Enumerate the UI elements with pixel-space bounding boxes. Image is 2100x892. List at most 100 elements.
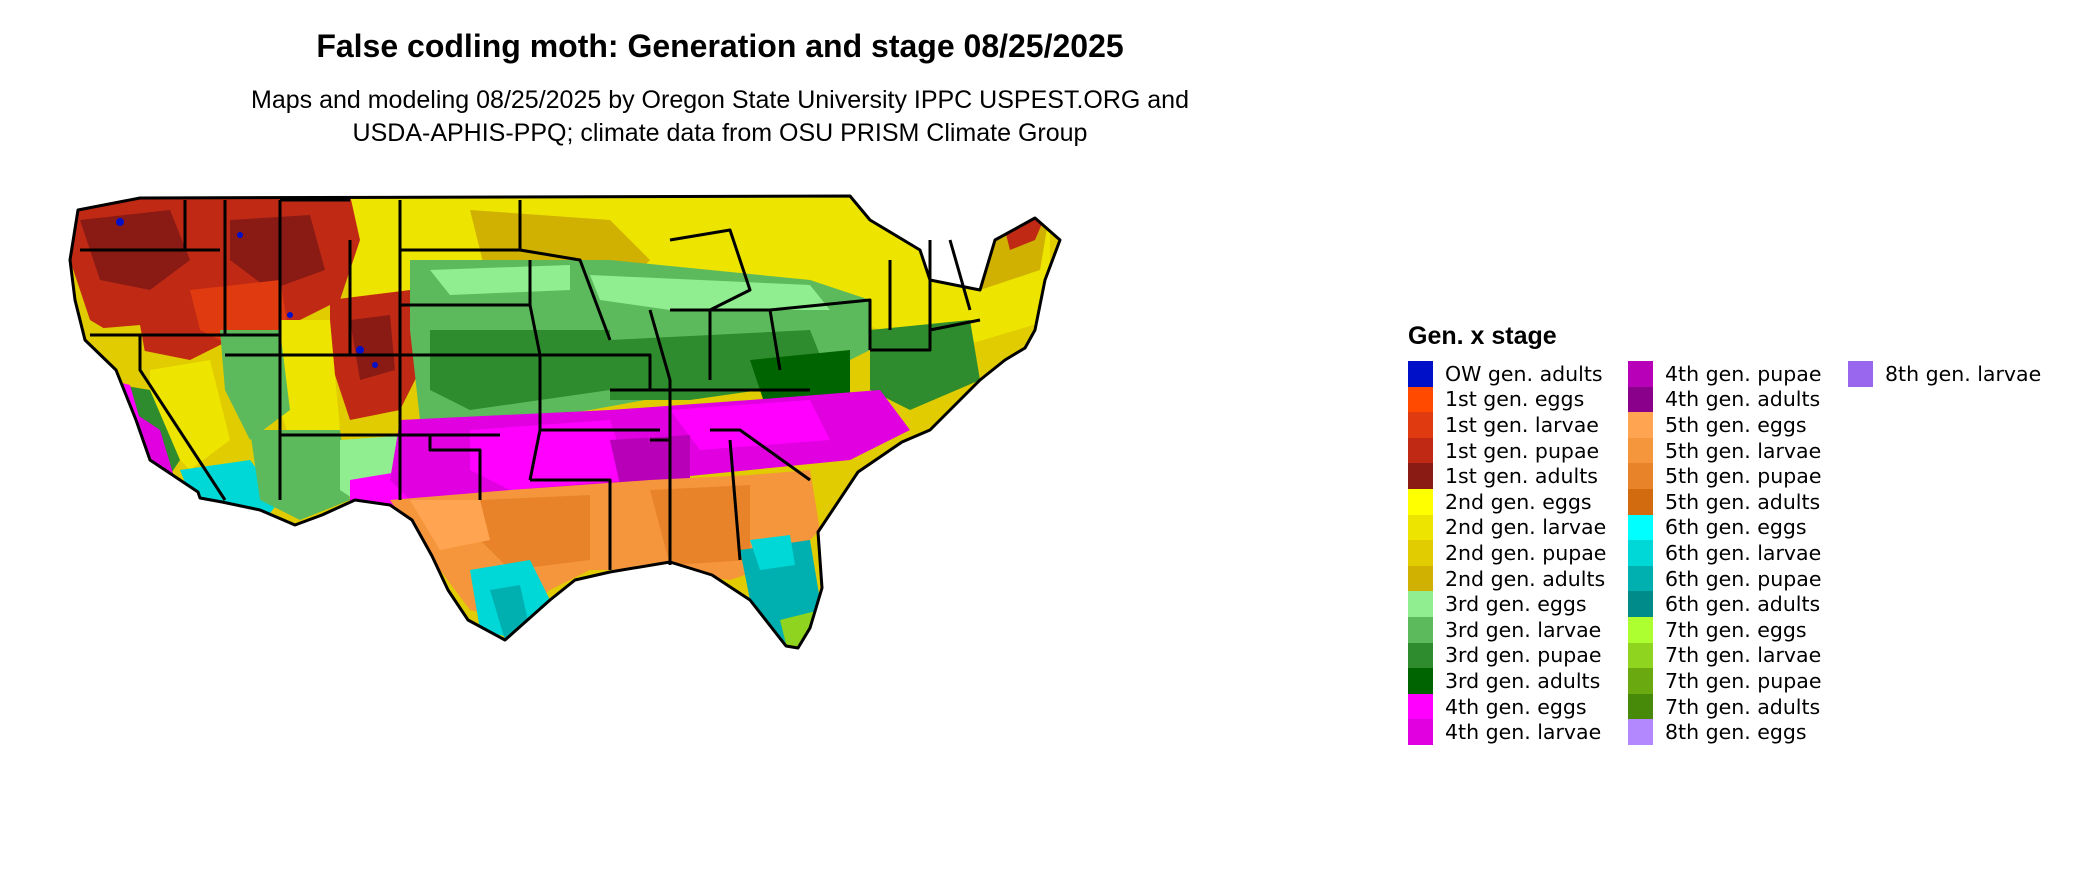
legend-label: 7th gen. eggs [1665,617,1807,642]
legend-swatch [1628,642,1653,669]
state-borders [68,194,1062,650]
legend-item: 2nd gen. adults [1408,565,1628,592]
legend-swatch [1628,693,1653,720]
legend-item: 4th gen. adults [1628,386,1848,413]
legend-label: 7th gen. pupae [1665,668,1822,693]
legend-swatch [1408,386,1433,413]
legend-item: 7th gen. pupae [1628,668,1848,694]
legend-swatch [1408,642,1433,669]
legend-swatch [1408,693,1433,720]
legend-item: 4th gen. pupae [1628,361,1848,387]
legend-label: 1st gen. pupae [1445,438,1600,463]
legend-label: 5th gen. pupae [1665,464,1822,489]
legend-label: 6th gen. eggs [1665,515,1807,540]
legend-item: 5th gen. pupae [1628,463,1848,489]
legend-item: 3rd gen. adults [1408,668,1628,694]
legend-label: 3rd gen. eggs [1445,592,1587,617]
legend-column: 4th gen. pupae 4th gen. adults 5th gen. eg… [1628,361,1848,745]
legend-label: 2nd gen. adults [1445,566,1606,591]
legend-item: 8th gen. larvae [1848,361,2068,387]
subtitle-line-2: USDA-APHIS-PPQ; climate data from OSU PR… [352,119,1088,147]
legend-item: 7th gen. adults [1628,693,1848,720]
legend-label: 2nd gen. pupae [1445,540,1607,565]
legend-swatch [1628,361,1653,387]
legend-swatch [1628,386,1653,413]
legend-label: 2nd gen. eggs [1445,489,1592,514]
legend-column: OW gen. adults 1st gen. eggs 1st gen. larv… [1408,361,1628,745]
legend-swatch [1408,361,1433,387]
legend-swatch [1408,591,1433,617]
legend-swatch [1628,591,1653,617]
legend: Gen. x stage OW gen. adults 1st gen. eggs… [1408,322,2068,745]
legend-item: 3rd gen. larvae [1408,616,1628,643]
legend-swatch [1408,540,1433,566]
legend-label: 8th gen. eggs [1665,720,1807,745]
legend-label: 4th gen. eggs [1445,694,1587,719]
legend-column: 8th gen. larvae [1848,361,2068,745]
legend-columns: OW gen. adults 1st gen. eggs 1st gen. larv… [1408,361,2068,745]
legend-label: 6th gen. adults [1665,592,1821,617]
phenology-zones [70,196,1060,648]
legend-item: 1st gen. adults [1408,463,1628,489]
legend-item: 7th gen. eggs [1628,616,1848,643]
legend-swatch [1848,361,1873,387]
legend-swatch [1408,565,1433,592]
legend-item: 1st gen. pupae [1408,437,1628,464]
legend-swatch [1408,463,1433,489]
legend-swatch [1408,514,1433,541]
legend-item: 2nd gen. eggs [1408,488,1628,515]
legend-label: 1st gen. adults [1445,464,1598,489]
legend-swatch [1408,668,1433,694]
legend-swatch [1628,437,1653,464]
legend-label: 6th gen. larvae [1665,540,1822,565]
legend-item: 1st gen. eggs [1408,386,1628,413]
legend-item: 3rd gen. eggs [1408,591,1628,617]
legend-label: 2nd gen. larvae [1445,515,1607,540]
legend-swatch [1628,565,1653,592]
legend-swatch [1408,719,1433,745]
map-title: False codling moth: Generation and stage… [316,28,1124,64]
subtitle-line-1: Maps and modeling 08/25/2025 by Oregon S… [251,86,1189,114]
legend-label: 4th gen. larvae [1445,720,1602,745]
legend-item: 4th gen. larvae [1408,719,1628,745]
legend-swatch [1408,616,1433,643]
legend-item: 5th gen. larvae [1628,437,1848,464]
legend-item: 2nd gen. larvae [1408,514,1628,541]
map-subtitle: Maps and modeling 08/25/2025 by Oregon S… [0,84,1440,150]
legend-label: 5th gen. larvae [1665,438,1822,463]
legend-item: 8th gen. eggs [1628,719,1848,745]
legend-item: 5th gen. adults [1628,488,1848,515]
legend-swatch [1628,719,1653,745]
legend-swatch [1628,514,1653,541]
legend-swatch [1408,437,1433,464]
legend-swatch [1628,463,1653,489]
us-phenology-map [68,194,1062,650]
legend-item: 3rd gen. pupae [1408,642,1628,669]
legend-label: 8th gen. larvae [1885,361,2042,386]
legend-item: 2nd gen. pupae [1408,540,1628,566]
legend-swatch [1628,616,1653,643]
legend-swatch [1628,488,1653,515]
legend-label: 3rd gen. pupae [1445,643,1602,668]
legend-label: 4th gen. pupae [1665,361,1822,386]
legend-title: Gen. x stage [1408,322,1557,350]
legend-item: 4th gen. eggs [1408,693,1628,720]
legend-item: 6th gen. eggs [1628,514,1848,541]
legend-item: 6th gen. adults [1628,591,1848,617]
legend-swatch [1408,412,1433,438]
legend-swatch [1628,668,1653,694]
legend-item: 6th gen. pupae [1628,565,1848,592]
legend-item: OW gen. adults [1408,361,1628,387]
legend-label: 7th gen. adults [1665,694,1821,719]
legend-label: 1st gen. eggs [1445,387,1585,412]
legend-label: 6th gen. pupae [1665,566,1822,591]
legend-item: 1st gen. larvae [1408,412,1628,438]
legend-label: 1st gen. larvae [1445,412,1599,437]
legend-swatch [1408,488,1433,515]
legend-label: 4th gen. adults [1665,387,1821,412]
legend-label: 5th gen. adults [1665,489,1821,514]
legend-label: 3rd gen. adults [1445,668,1601,693]
legend-label: OW gen. adults [1445,361,1603,386]
legend-item: 6th gen. larvae [1628,540,1848,566]
legend-item: 7th gen. larvae [1628,642,1848,669]
